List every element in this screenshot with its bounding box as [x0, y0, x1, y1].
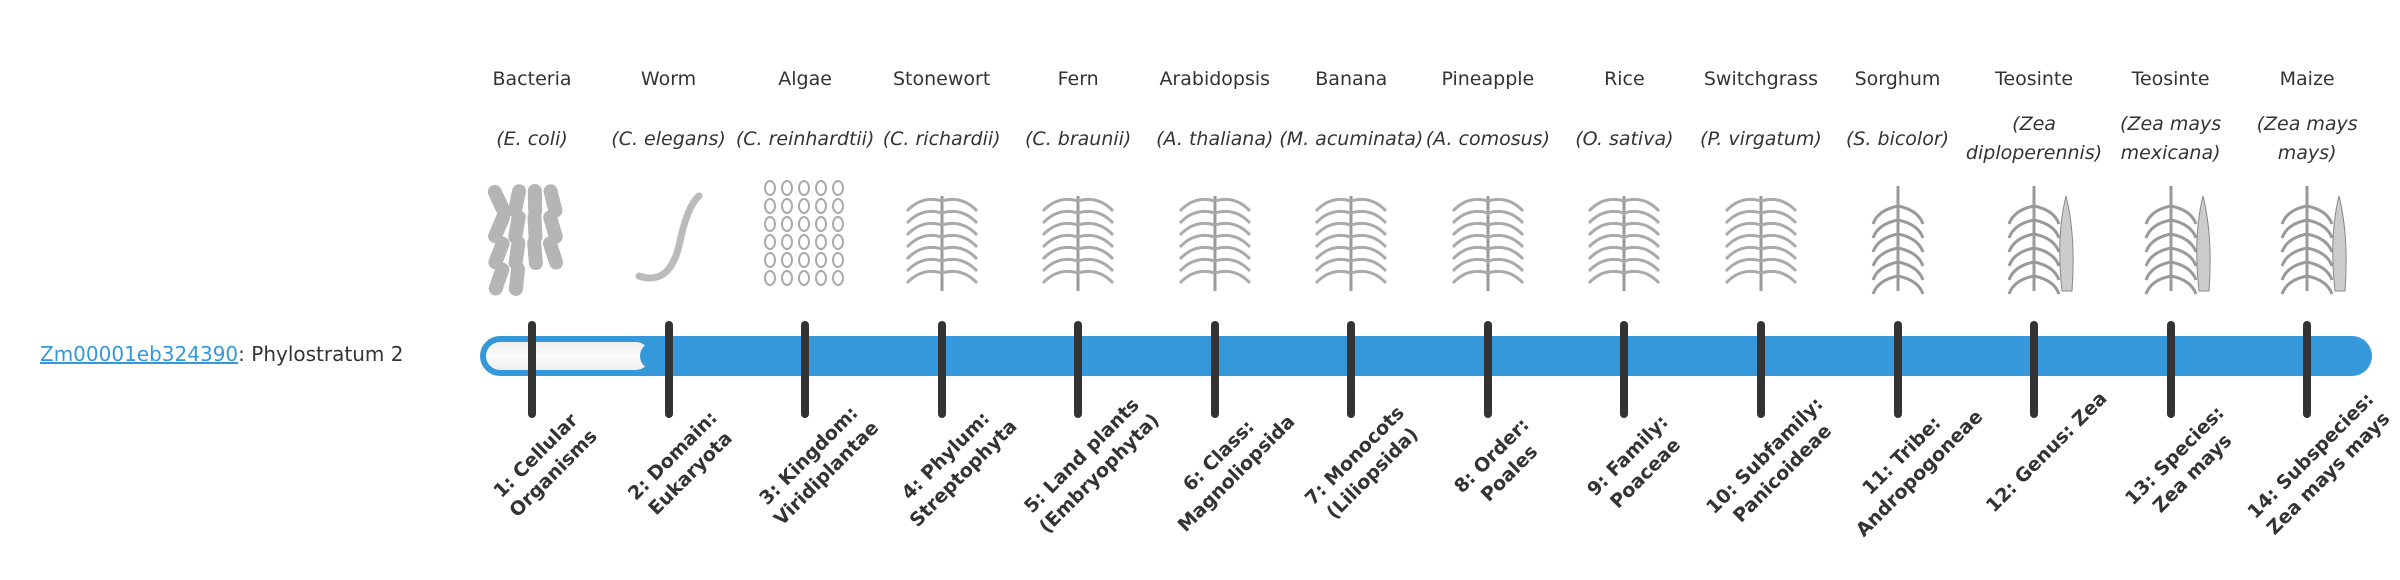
- organism-scientific-name: (A. comosus): [1411, 108, 1565, 170]
- maize-icon: [2280, 186, 2347, 295]
- scientific-name-text: (A. thaliana): [1156, 127, 1274, 150]
- stratum-tick: [937, 321, 946, 418]
- organism-common-name: Algae: [778, 68, 832, 90]
- scientific-name-text: (C. braunii): [1025, 127, 1132, 150]
- stratum-rank-label: 9: Family: Poaceae: [1583, 410, 1686, 513]
- phylostratum-text: : Phylostratum 2: [238, 342, 404, 366]
- organism-common-name: Banana: [1315, 68, 1388, 90]
- organism-scientific-name: (C. reinhardtii): [728, 108, 882, 170]
- scientific-name-text: (Zea mays mays): [2256, 113, 2358, 164]
- organism-scientific-name: (A. thaliana): [1138, 108, 1292, 170]
- stratum-rank-label: 10: Subfamily: Panicoideae: [1702, 393, 1836, 527]
- scientific-name-text: (P. virgatum): [1700, 127, 1822, 150]
- stratum-tick: [1893, 321, 1902, 418]
- stratum-rank-label: 13: Species: Zea mays: [2120, 401, 2236, 518]
- stratum-rank-label: 12: Genus: Zea: [1981, 387, 2112, 517]
- organism-scientific-name: (E. coli): [455, 108, 609, 170]
- organism-scientific-name: (M. acuminata): [1274, 108, 1428, 170]
- organism-scientific-name: (Zea diploperennis): [1957, 108, 2111, 170]
- gene-link[interactable]: Zm00001eb324390: [40, 342, 239, 366]
- stonewort-icon: [905, 196, 978, 291]
- pineapple-icon: [1451, 196, 1524, 291]
- stratum-tick: [1074, 321, 1083, 418]
- rice-icon: [1588, 196, 1661, 291]
- scientific-name-text: (S. bicolor): [1845, 127, 1950, 150]
- organism-scientific-name: (Zea mays mexicana): [2094, 108, 2248, 170]
- organism-common-name: Rice: [1604, 68, 1645, 90]
- algae-icon: [764, 180, 845, 286]
- scientific-name-text: (M. acuminata): [1279, 127, 1424, 150]
- scientific-name-text: (C. richardii): [882, 127, 1001, 150]
- organism-scientific-name: (S. bicolor): [1821, 108, 1975, 170]
- worm-icon: [635, 192, 703, 282]
- stratum-tick: [528, 321, 536, 418]
- organism-scientific-name: (C. elegans): [592, 108, 746, 170]
- stratum-tick: [1483, 321, 1492, 418]
- stratum-tick: [664, 321, 673, 418]
- organism-common-name: Teosinte: [2131, 68, 2210, 90]
- stratum-tick: [1756, 321, 1765, 418]
- organism-scientific-name: (C. richardii): [865, 108, 1019, 170]
- scientific-name-text: (A. comosus): [1425, 127, 1550, 150]
- organism-common-name: Pineapple: [1441, 68, 1535, 90]
- organism-scientific-name: (Zea mays mays): [2230, 108, 2384, 170]
- switchgrass-icon: [1724, 196, 1798, 291]
- scientific-name-text: (O. sativa): [1575, 127, 1674, 150]
- organism-common-name: Arabidopsis: [1159, 68, 1271, 90]
- stratum-rank-label: 11: Tribe: Andropogoneae: [1851, 405, 1987, 542]
- stratum-tick: [1347, 321, 1356, 418]
- scientific-name-text: (E. coli): [496, 127, 568, 150]
- scientific-name-text: (Zea diploperennis): [1965, 113, 2103, 164]
- stratum-tick: [801, 321, 810, 418]
- stratum-tick: [1210, 321, 1219, 418]
- organism-common-name: Sorghum: [1854, 68, 1941, 90]
- sorghum-icon: [1871, 186, 1924, 295]
- stratum-rank-label: 6: Class: Magnoliopsida: [1173, 410, 1300, 537]
- bar-unfilled-region: [486, 342, 650, 370]
- stratum-rank-label: 5: Land plants (Embryophyta): [1020, 393, 1165, 538]
- organism-scientific-name: (P. virgatum): [1684, 108, 1838, 170]
- phylostratum-bar: [480, 336, 2372, 376]
- stratum-tick: [2303, 321, 2312, 418]
- organism-common-name: Switchgrass: [1703, 68, 1818, 90]
- stratum-rank-label: 4: Phylum: Streptophyta: [897, 407, 1022, 532]
- organism-common-name: Maize: [2279, 68, 2335, 90]
- stratum-tick: [1620, 321, 1629, 418]
- scientific-name-text: (Zea mays mexicana): [2120, 113, 2222, 164]
- organism-scientific-name: (O. sativa): [1547, 108, 1701, 170]
- organism-common-name: Teosinte: [1995, 68, 2074, 90]
- stratum-tick: [2166, 321, 2175, 418]
- teosinte-icon: [2007, 186, 2074, 295]
- bacteria-icon: [487, 184, 564, 296]
- organism-common-name: Worm: [640, 68, 697, 90]
- stratum-rank-label: 1: Cellular Organisms: [489, 409, 602, 522]
- stratum-rank-label: 14: Subspecies: Zea mays mays: [2243, 388, 2395, 540]
- organism-common-name: Stonewort: [892, 68, 991, 90]
- banana-icon: [1315, 196, 1388, 291]
- scientific-name-text: (C. reinhardtii): [735, 127, 875, 150]
- fern-icon: [1042, 196, 1115, 291]
- arabidopsis-icon: [1178, 196, 1251, 291]
- gene-label: Zm00001eb324390: Phylostratum 2: [40, 342, 403, 366]
- stratum-tick: [2030, 321, 2039, 418]
- stratum-rank-label: 2: Domain: Eukaryota: [623, 406, 737, 520]
- stratum-rank-label: 3: Kingdom: Viridiplantae: [755, 402, 884, 531]
- scientific-name-text: (C. elegans): [611, 127, 726, 150]
- organism-common-name: Bacteria: [492, 68, 572, 90]
- stratum-rank-label: 7: Monocots (Liliopsida): [1301, 401, 1423, 524]
- bar-fill-start: [640, 342, 668, 370]
- organism-scientific-name: (C. braunii): [1001, 108, 1155, 170]
- teosinte-icon: [2144, 186, 2211, 295]
- stratum-rank-label: 8: Order: Poales: [1449, 413, 1543, 507]
- organism-common-name: Fern: [1057, 68, 1099, 90]
